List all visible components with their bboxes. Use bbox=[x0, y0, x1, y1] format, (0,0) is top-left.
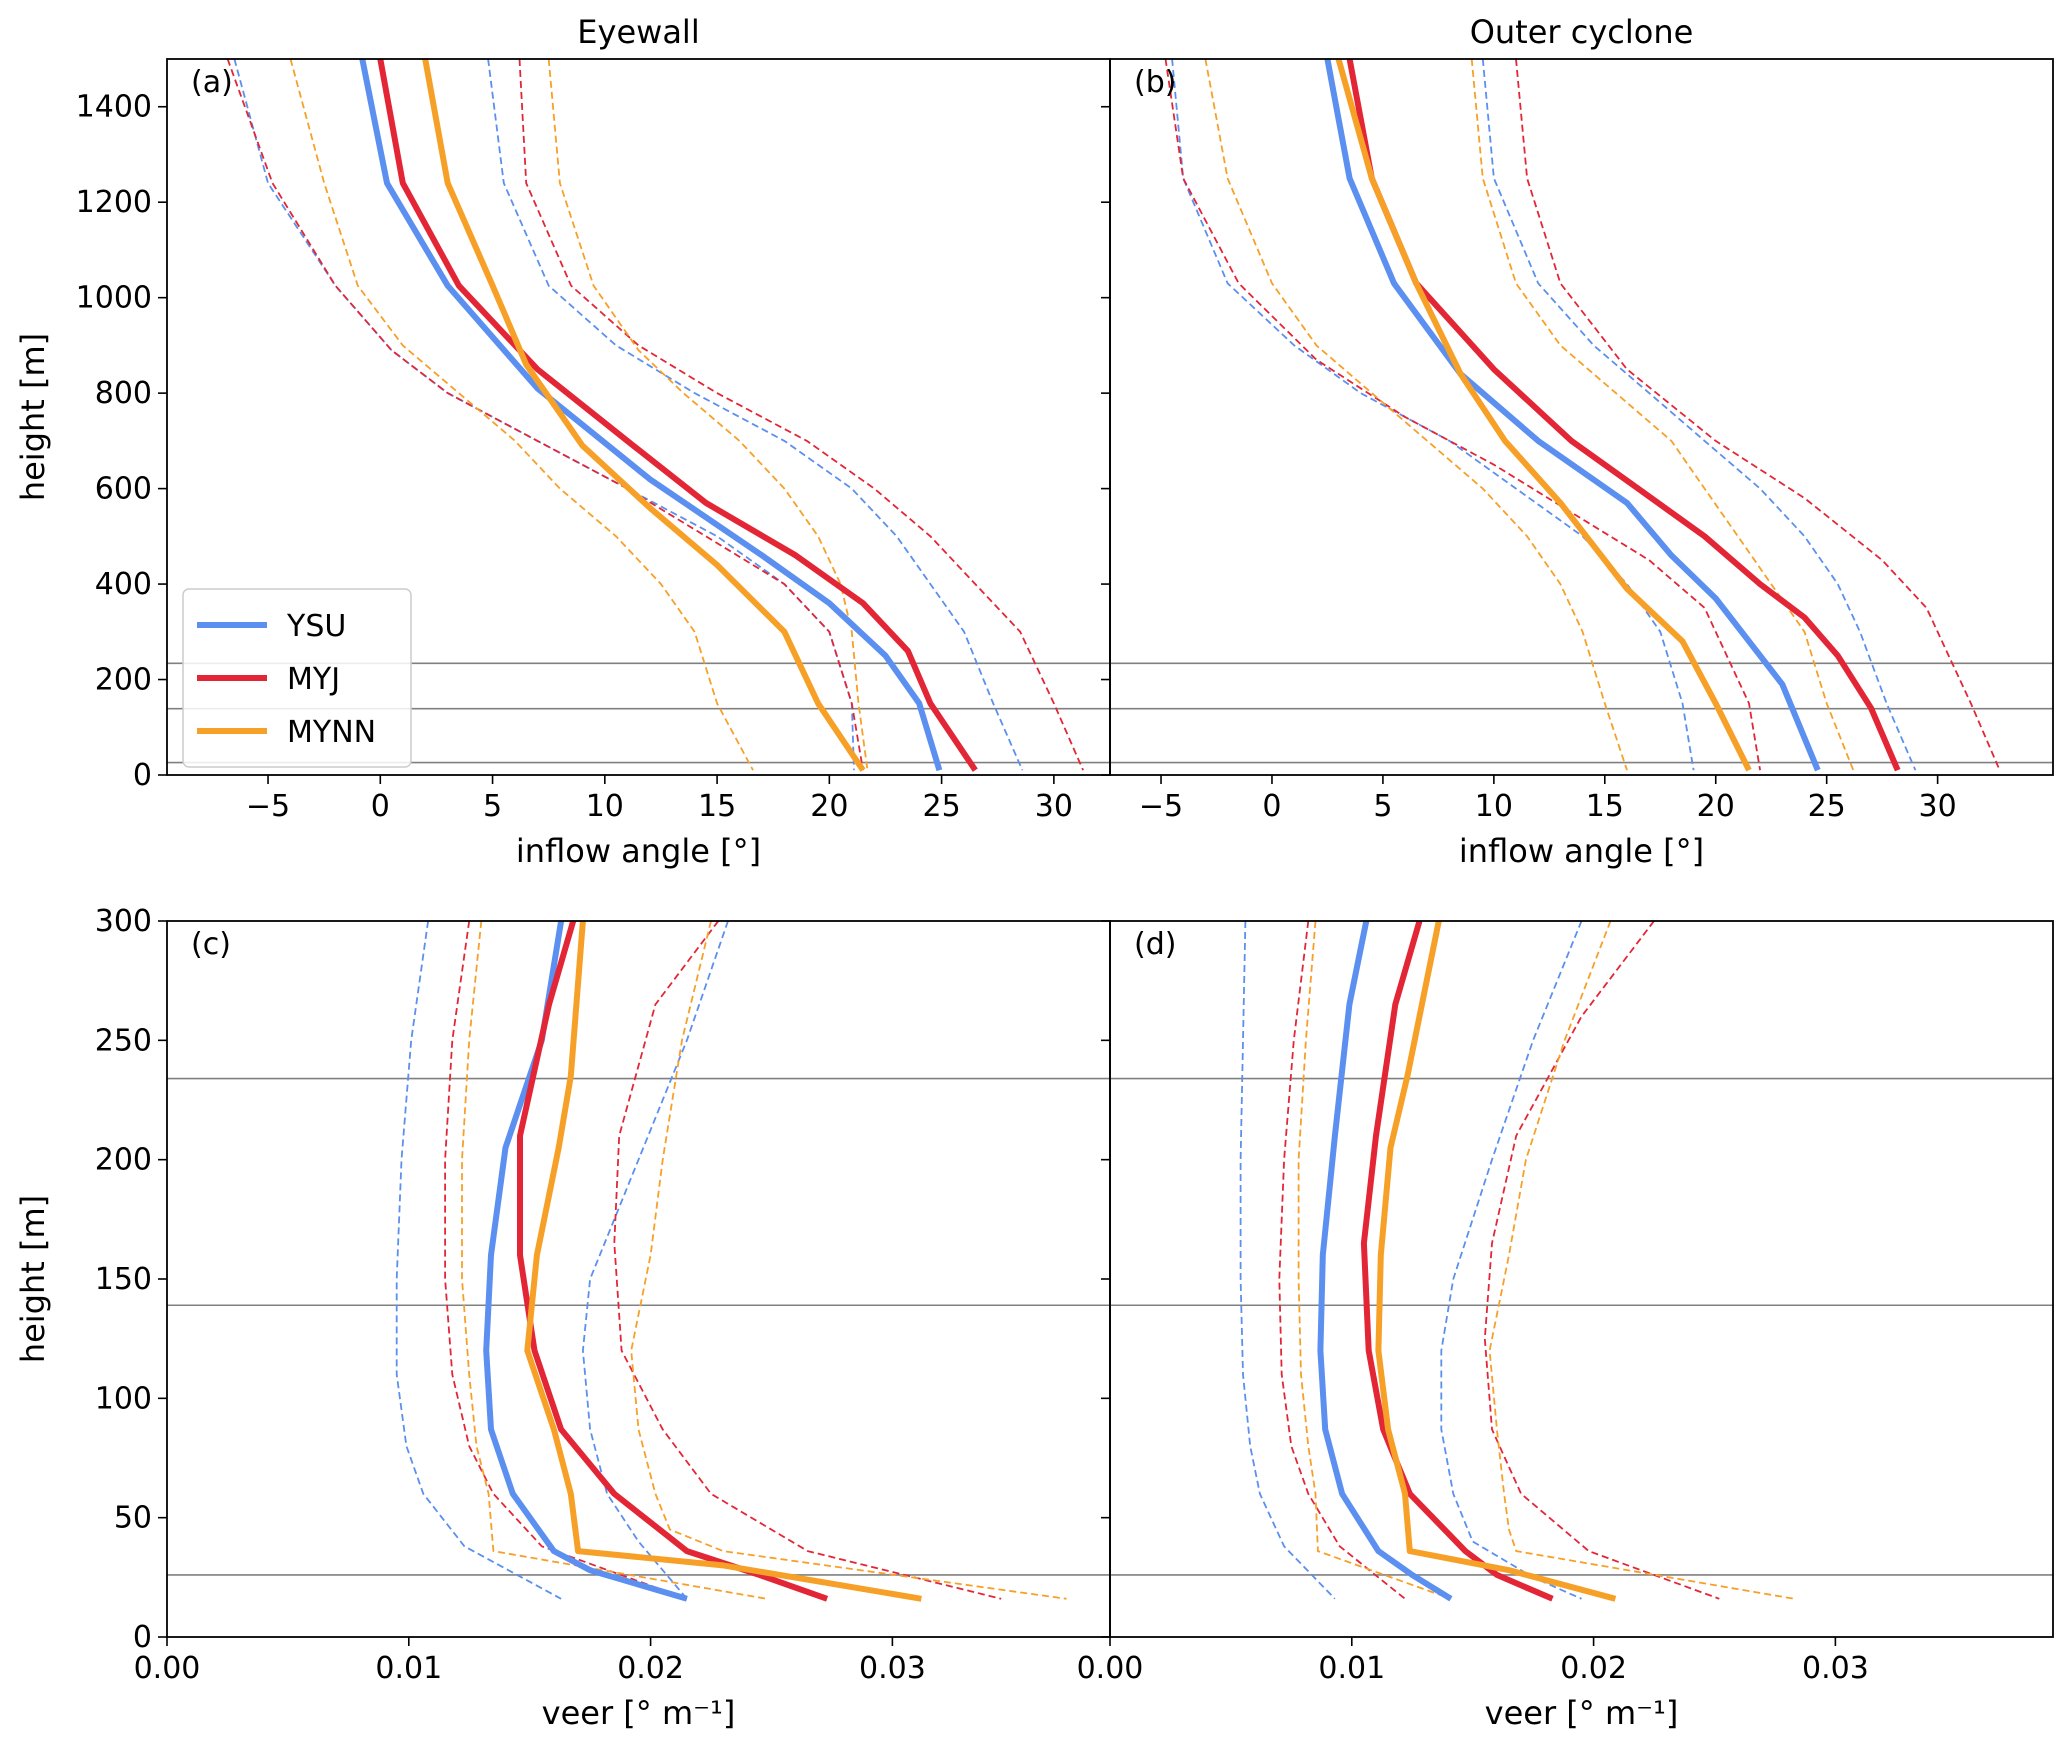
x-tick-label: 0.00 bbox=[1077, 1651, 1144, 1686]
x-axis-label: inflow angle [°] bbox=[1459, 832, 1704, 870]
y-tick-label: 800 bbox=[95, 376, 152, 411]
axes-frame bbox=[166, 920, 1111, 1638]
x-tick-label: −5 bbox=[246, 789, 290, 824]
legend-label-ysu: YSU bbox=[286, 609, 346, 644]
series-myj-dashed bbox=[1515, 59, 2001, 771]
legend-label-mynn: MYNN bbox=[287, 715, 376, 750]
panel-tag: (d) bbox=[1134, 927, 1176, 962]
series-ysu-dashed bbox=[1481, 59, 1917, 771]
legend: YSU MYJ MYNN bbox=[182, 588, 412, 768]
series-ysu-dashed bbox=[395, 921, 562, 1600]
x-tick-label: 20 bbox=[810, 789, 848, 824]
series-mynn-dashed bbox=[1488, 921, 1795, 1600]
panel-title: Eyewall bbox=[577, 13, 699, 51]
series-mynn-dashed bbox=[547, 59, 869, 771]
x-tick-label: 25 bbox=[923, 789, 961, 824]
x-tick-label: 0.02 bbox=[617, 1651, 684, 1686]
panel-4: 0.00 0.01 0.02 0.03 veer [° m⁻¹] (d) bbox=[1077, 920, 2054, 1732]
y-axis-label: height [m] bbox=[14, 333, 52, 501]
series-myj-dashed bbox=[1483, 921, 1720, 1600]
x-tick-label: 0.02 bbox=[1560, 1651, 1627, 1686]
y-tick-label: 0 bbox=[133, 758, 152, 793]
axes-frame bbox=[1109, 58, 2054, 776]
series-ysu-solid bbox=[483, 921, 688, 1602]
x-tick-label: 10 bbox=[586, 789, 624, 824]
y-tick-label: 100 bbox=[95, 1381, 152, 1416]
series-myj-solid bbox=[517, 921, 829, 1602]
y-tick-label: 150 bbox=[95, 1262, 152, 1297]
panel-tag: (a) bbox=[191, 65, 233, 100]
x-tick-label: 0.00 bbox=[134, 1651, 201, 1686]
x-tick-label: 15 bbox=[1586, 789, 1624, 824]
series-mynn-dashed bbox=[1297, 921, 1452, 1600]
series-myj-dashed bbox=[518, 59, 1084, 771]
series-myj-dashed bbox=[1164, 59, 1761, 771]
y-tick-label: 250 bbox=[95, 1023, 152, 1058]
series-ysu-dashed bbox=[1440, 921, 1583, 1600]
x-tick-label: 0.01 bbox=[1318, 1651, 1385, 1686]
y-tick-label: 300 bbox=[95, 904, 152, 939]
series-ysu-solid bbox=[1317, 921, 1453, 1602]
panel-tag: (b) bbox=[1134, 65, 1176, 100]
y-tick-label: 400 bbox=[95, 567, 152, 602]
x-tick-label: 0.03 bbox=[859, 1651, 926, 1686]
x-tick-label: 30 bbox=[1919, 789, 1957, 824]
panel-title: Outer cyclone bbox=[1470, 13, 1694, 51]
x-tick-label: 0.03 bbox=[1802, 1651, 1869, 1686]
series-ysu-dashed bbox=[487, 59, 1024, 771]
legend-box bbox=[182, 588, 412, 768]
series-mynn-dashed bbox=[1470, 59, 1855, 771]
panel-3: 0.00 0.01 0.02 0.03 0 50 100 150 200 250 300 veer [… bbox=[14, 904, 1111, 1732]
y-tick-label: 1000 bbox=[76, 281, 152, 316]
series-mynn-dashed bbox=[1204, 59, 1628, 771]
x-tick-label: 5 bbox=[483, 789, 502, 824]
y-tick-label: 600 bbox=[95, 472, 152, 507]
x-axis-label: veer [° m⁻¹] bbox=[542, 1694, 736, 1732]
x-tick-label: −5 bbox=[1139, 789, 1183, 824]
x-tick-label: 15 bbox=[698, 789, 736, 824]
y-tick-label: 1400 bbox=[76, 90, 152, 125]
x-tick-label: 0.01 bbox=[375, 1651, 442, 1686]
x-tick-label: 20 bbox=[1697, 789, 1735, 824]
series-ysu-dashed bbox=[582, 921, 729, 1600]
plot-area bbox=[1110, 921, 2053, 1602]
y-tick-label: 200 bbox=[95, 1143, 152, 1178]
series-myj-dashed bbox=[1278, 921, 1406, 1600]
series-mynn-solid bbox=[1375, 921, 1617, 1602]
series-myj-dashed bbox=[613, 921, 1002, 1600]
y-tick-label: 50 bbox=[114, 1501, 152, 1536]
y-tick-label: 200 bbox=[95, 663, 152, 698]
series-ysu-solid bbox=[359, 59, 943, 772]
series-mynn-solid bbox=[422, 59, 866, 772]
x-tick-label: 10 bbox=[1475, 789, 1513, 824]
x-axis-label: inflow angle [°] bbox=[516, 832, 761, 870]
plot-area bbox=[1110, 59, 2053, 772]
y-tick-label: 0 bbox=[133, 1620, 152, 1655]
series-ysu-dashed bbox=[1171, 59, 1695, 771]
axes-frame bbox=[1109, 920, 2054, 1638]
x-tick-label: 0 bbox=[371, 789, 390, 824]
x-tick-label: 5 bbox=[1373, 789, 1392, 824]
panel-2: −5 0 5 10 15 20 25 30 inflow angle [°] Outer cycl… bbox=[1101, 13, 2054, 870]
series-myj-solid bbox=[377, 59, 978, 772]
y-tick-label: 1200 bbox=[76, 185, 152, 220]
series-myj-dashed bbox=[444, 921, 688, 1600]
x-axis-label: veer [° m⁻¹] bbox=[1485, 1694, 1679, 1732]
x-tick-label: 25 bbox=[1808, 789, 1846, 824]
series-myj-dashed bbox=[226, 59, 864, 771]
plot-area bbox=[167, 921, 1110, 1602]
panel-1: −5 0 5 10 15 20 25 30 0 200 400 600 800 1000 1200 1400 i… bbox=[14, 13, 1111, 870]
series-ysu-dashed bbox=[1239, 921, 1336, 1600]
series-mynn-dashed bbox=[630, 921, 1067, 1600]
legend-label-myj: MYJ bbox=[287, 662, 340, 697]
series-ysu-solid bbox=[1324, 59, 1821, 772]
series-mynn-solid bbox=[1335, 59, 1752, 772]
series-mynn-solid bbox=[524, 921, 922, 1602]
series-mynn-dashed bbox=[461, 921, 767, 1600]
x-tick-label: 0 bbox=[1262, 789, 1281, 824]
x-tick-label: 30 bbox=[1035, 789, 1073, 824]
panel-tag: (c) bbox=[191, 927, 231, 962]
y-axis-label: height [m] bbox=[14, 1195, 52, 1363]
